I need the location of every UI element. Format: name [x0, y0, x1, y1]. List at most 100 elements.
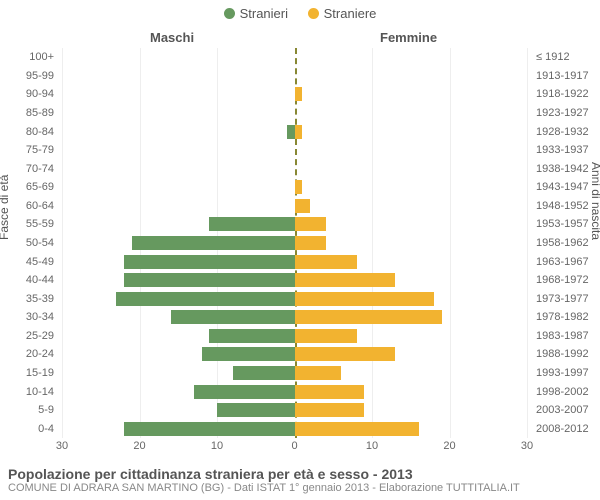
- legend-label-male: Stranieri: [240, 6, 288, 21]
- age-row: [62, 125, 527, 139]
- age-row: [62, 143, 527, 157]
- age-label: 55-59: [26, 219, 54, 230]
- legend-label-female: Straniere: [324, 6, 377, 21]
- bar-female: [295, 292, 435, 306]
- birth-year-label: 2008-2012: [536, 424, 589, 435]
- age-row: [62, 385, 527, 399]
- birth-year-label: 1958-1962: [536, 238, 589, 249]
- birth-year-label: 1983-1987: [536, 331, 589, 342]
- birth-year-label: 1988-1992: [536, 349, 589, 360]
- bar-male: [233, 366, 295, 380]
- age-label: 70-74: [26, 164, 54, 175]
- bar-female: [295, 347, 396, 361]
- age-label: 90-94: [26, 89, 54, 100]
- bar-female: [295, 199, 311, 213]
- age-label: 75-79: [26, 145, 54, 156]
- bar-male: [124, 255, 295, 269]
- chart-footer: Popolazione per cittadinanza straniera p…: [8, 466, 592, 494]
- legend: Stranieri Straniere: [0, 6, 600, 22]
- birth-year-label: 1933-1937: [536, 145, 589, 156]
- x-tick-label: 10: [211, 440, 223, 452]
- age-label: 20-24: [26, 349, 54, 360]
- plot-area: [62, 48, 527, 438]
- age-row: [62, 106, 527, 120]
- bar-male: [124, 422, 295, 436]
- age-row: [62, 273, 527, 287]
- age-row: [62, 69, 527, 83]
- bar-male: [202, 347, 295, 361]
- age-label: 0-4: [38, 424, 54, 435]
- age-label: 25-29: [26, 331, 54, 342]
- bar-female: [295, 236, 326, 250]
- legend-item-female: Straniere: [308, 6, 377, 21]
- age-label: 30-34: [26, 312, 54, 323]
- age-row: [62, 366, 527, 380]
- age-label: 95-99: [26, 71, 54, 82]
- bar-male: [171, 310, 295, 324]
- bar-female: [295, 385, 365, 399]
- bar-female: [295, 310, 442, 324]
- x-tick-label: 20: [133, 440, 145, 452]
- bar-female: [295, 217, 326, 231]
- age-row: [62, 236, 527, 250]
- bar-female: [295, 273, 396, 287]
- age-label: 65-69: [26, 182, 54, 193]
- age-label: 60-64: [26, 201, 54, 212]
- column-header-left: Maschi: [150, 30, 194, 45]
- age-label: 40-44: [26, 275, 54, 286]
- birth-year-label: 1928-1932: [536, 127, 589, 138]
- bar-male: [209, 217, 294, 231]
- x-tick-label: 10: [366, 440, 378, 452]
- birth-year-label: 1998-2002: [536, 387, 589, 398]
- x-tick-label: 30: [521, 440, 533, 452]
- birth-year-label: 1923-1927: [536, 108, 589, 119]
- bar-female: [295, 255, 357, 269]
- swatch-female: [308, 8, 319, 19]
- age-row: [62, 255, 527, 269]
- age-row: [62, 87, 527, 101]
- bar-male: [217, 403, 295, 417]
- birth-year-label: 1978-1982: [536, 312, 589, 323]
- pyramid-chart: Stranieri Straniere Maschi Femmine Fasce…: [0, 0, 600, 500]
- gridline: [527, 48, 528, 438]
- y-axis-right: ≤ 1912 1913-1917 1918-1922 1923-1927 1928-19…: [532, 48, 600, 438]
- bar-male: [116, 292, 294, 306]
- x-tick-label: 30: [56, 440, 68, 452]
- birth-year-label: 1948-1952: [536, 201, 589, 212]
- bar-male: [132, 236, 295, 250]
- bar-female: [295, 422, 419, 436]
- chart-title: Popolazione per cittadinanza straniera p…: [8, 466, 592, 482]
- chart-subtitle: COMUNE DI ADRARA SAN MARTINO (BG) - Dati…: [8, 482, 592, 494]
- age-row: [62, 310, 527, 324]
- age-label: 15-19: [26, 368, 54, 379]
- age-label: 50-54: [26, 238, 54, 249]
- birth-year-label: 1918-1922: [536, 89, 589, 100]
- birth-year-label: ≤ 1912: [536, 52, 570, 63]
- swatch-male: [224, 8, 235, 19]
- birth-year-label: 2003-2007: [536, 405, 589, 416]
- bar-male: [209, 329, 294, 343]
- birth-year-label: 1973-1977: [536, 294, 589, 305]
- age-row: [62, 162, 527, 176]
- age-label: 100+: [29, 52, 54, 63]
- birth-year-label: 1993-1997: [536, 368, 589, 379]
- age-row: [62, 347, 527, 361]
- bar-male: [287, 125, 295, 139]
- age-row: [62, 217, 527, 231]
- age-row: [62, 292, 527, 306]
- bar-female: [295, 125, 303, 139]
- birth-year-label: 1913-1917: [536, 71, 589, 82]
- column-header-right: Femmine: [380, 30, 437, 45]
- bar-female: [295, 180, 303, 194]
- age-label: 45-49: [26, 257, 54, 268]
- y-axis-left: 100+95-9990-9485-8980-8475-7970-7465-696…: [0, 48, 58, 438]
- legend-item-male: Stranieri: [224, 6, 288, 21]
- bar-female: [295, 403, 365, 417]
- age-label: 10-14: [26, 387, 54, 398]
- age-row: [62, 50, 527, 64]
- age-row: [62, 180, 527, 194]
- birth-year-label: 1968-1972: [536, 275, 589, 286]
- age-row: [62, 422, 527, 436]
- age-row: [62, 403, 527, 417]
- age-label: 80-84: [26, 127, 54, 138]
